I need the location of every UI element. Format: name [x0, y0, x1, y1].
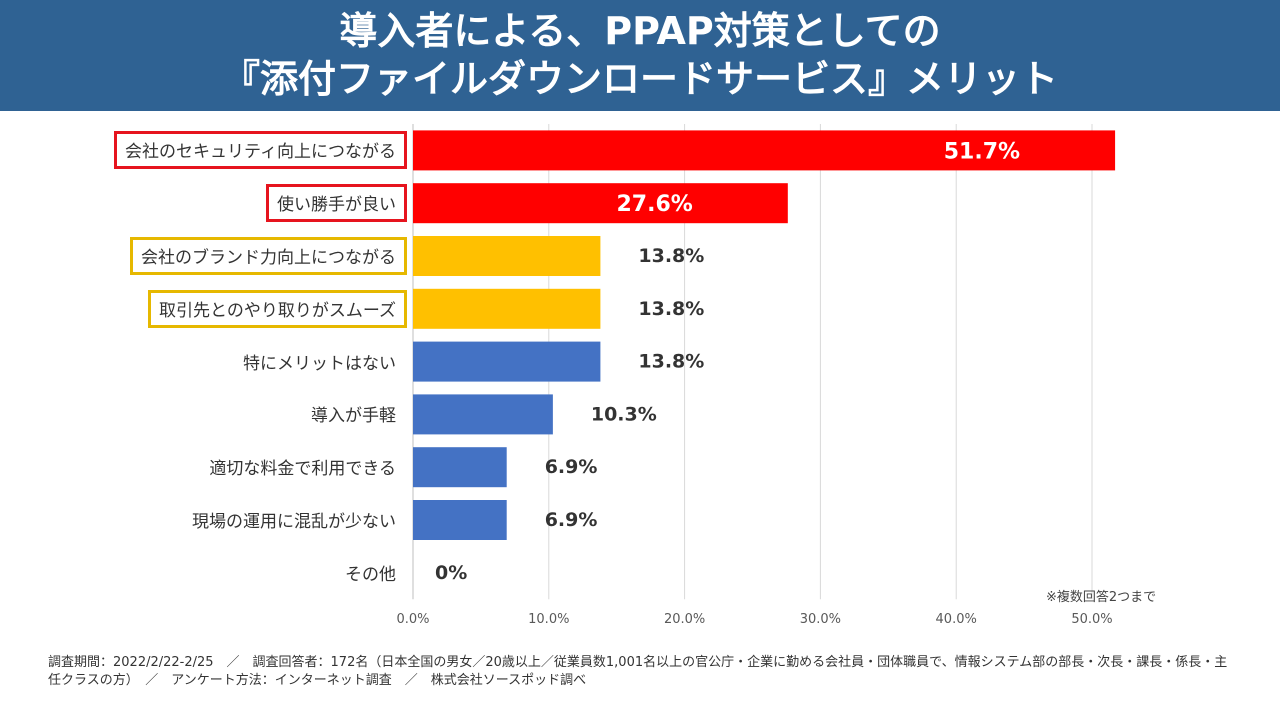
bar	[413, 447, 507, 488]
data-label: 13.8%	[638, 351, 704, 373]
bar	[413, 288, 601, 329]
category-label: 導入が手軽	[311, 406, 396, 427]
category-label: 特にメリットはない	[243, 353, 396, 374]
bar	[413, 130, 1116, 171]
x-tick-label: 10.0%	[528, 612, 569, 627]
category-label: 使い勝手が良い	[266, 184, 407, 223]
category-labels: 会社のセキュリティ向上につながる使い勝手が良い会社のブランド力向上につながる取引…	[0, 0, 407, 720]
bar	[413, 236, 601, 276]
chart-title-line-2: 『添付ファイルダウンロードサービス』メリット	[221, 57, 1058, 101]
survey-footnote: 調査期間：2022/2/22-2/25 ／ 調査回答者：172名（日本全国の男女…	[48, 655, 1228, 688]
x-tick-label: 20.0%	[664, 612, 705, 627]
data-label: 51.7%	[944, 139, 1020, 164]
data-label: 6.9%	[545, 456, 598, 478]
category-label: 適切な料金で利用できる	[209, 459, 396, 480]
data-label: 10.3%	[591, 403, 657, 425]
bar	[413, 183, 788, 224]
category-label: 会社のセキュリティ向上につながる	[114, 131, 407, 170]
data-label: 0%	[435, 562, 467, 584]
data-label: 13.8%	[638, 298, 704, 320]
chart-note: ※複数回答2つまで	[1046, 590, 1157, 605]
x-tick-label: 30.0%	[800, 612, 841, 627]
x-tick-label: 40.0%	[936, 612, 977, 627]
category-label: 会社のブランド力向上につながる	[130, 237, 407, 275]
category-label: その他	[345, 564, 396, 585]
x-tick-label: 0.0%	[396, 612, 429, 627]
data-label: 6.9%	[545, 509, 598, 531]
x-tick-label: 50.0%	[1071, 612, 1112, 627]
title-banner: 導入者による、PPAP対策としての 『添付ファイルダウンロードサービス』メリット	[0, 0, 1280, 111]
bar	[413, 500, 507, 540]
chart-title-line-1: 導入者による、PPAP対策としての	[339, 9, 941, 53]
data-label: 27.6%	[616, 192, 692, 217]
bar	[413, 341, 601, 382]
category-label: 取引先とのやり取りがスムーズ	[148, 289, 407, 328]
bar	[413, 394, 553, 435]
category-label: 現場の運用に混乱が少ない	[192, 512, 396, 532]
data-label: 13.8%	[638, 245, 704, 267]
